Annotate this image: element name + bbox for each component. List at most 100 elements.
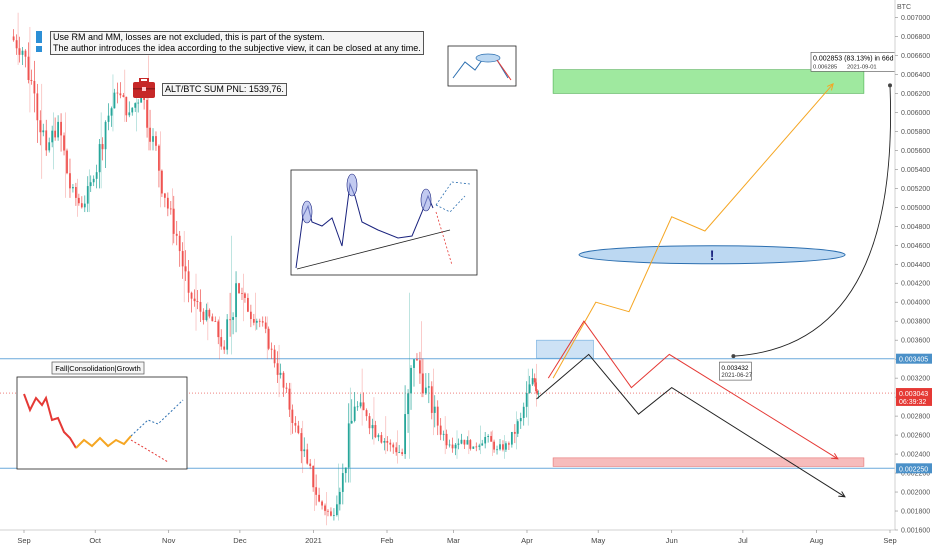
pattern-inset-trendline: [296, 229, 451, 270]
candle-body: [98, 144, 101, 173]
candle-body: [359, 402, 362, 407]
candle-body: [312, 465, 315, 488]
y-tick-label: 0.001800: [901, 509, 930, 516]
x-tick-label: 2021: [305, 536, 322, 545]
candle-body: [249, 311, 252, 320]
price-badge-label: 0.002250: [899, 466, 928, 473]
candle-body: [131, 107, 134, 113]
measure-end-summary: 0.002853 (83.13%) in 66d: [813, 55, 894, 62]
x-tick-label: Aug: [810, 536, 823, 545]
candle-body: [466, 440, 469, 445]
candle-body: [175, 233, 178, 236]
candle-body: [196, 301, 199, 302]
candle-body: [241, 293, 243, 294]
candle-body: [42, 130, 45, 133]
candle-body: [344, 467, 347, 474]
candle-body: [95, 172, 98, 179]
x-tick-label: Nov: [162, 536, 176, 545]
candle-body: [350, 420, 353, 424]
disclaimer-line-1: Use RM and MM, losses are not excluded, …: [53, 32, 325, 42]
x-tick-label: Mar: [447, 536, 460, 545]
candle-body: [380, 435, 383, 443]
candle-body: [181, 251, 184, 267]
y-tick-label: 0.005800: [901, 129, 930, 136]
y-tick-label: 0.003800: [901, 319, 930, 326]
candle-body: [276, 363, 279, 375]
target-zone-bottom: [552, 457, 865, 467]
candle-body: [30, 79, 33, 81]
candle-body: [285, 387, 288, 389]
candle-body: [535, 382, 537, 391]
candle-body: [516, 421, 519, 434]
candle-body: [89, 182, 92, 187]
price-badge: [896, 395, 932, 406]
candle-body: [128, 112, 131, 116]
candle-body: [335, 504, 338, 516]
disclaimer-line-2: The author introduces the idea according…: [53, 43, 421, 53]
candle-body: [113, 92, 116, 109]
y-tick-label: 0.003200: [901, 376, 930, 383]
candle-body: [487, 436, 490, 437]
candle-body: [383, 440, 386, 443]
candle-body: [291, 409, 294, 423]
candle-body: [267, 328, 270, 349]
candle-body: [525, 393, 528, 407]
candle-body: [416, 359, 418, 361]
candle-body: [187, 271, 190, 293]
candle-body: [508, 443, 510, 445]
candle-body: [460, 439, 463, 444]
measure-end-dot: [888, 83, 892, 88]
candle-body: [445, 433, 448, 446]
forecast-path: [536, 353, 845, 496]
price-badge-label: 0.003043: [899, 391, 928, 398]
candle-body: [57, 121, 60, 138]
candle-body: [255, 320, 258, 323]
candle-body: [83, 203, 86, 208]
candle-body: [208, 309, 211, 317]
candle-body: [321, 501, 323, 506]
candle-body: [101, 144, 104, 150]
candle-body: [205, 309, 208, 321]
candle-body: [66, 150, 68, 174]
forecast-path: [552, 84, 833, 379]
candle-body: [371, 425, 374, 429]
candle-body: [21, 50, 24, 55]
candle-body: [211, 316, 214, 322]
candle-body: [451, 444, 454, 449]
candle-body: [119, 93, 122, 96]
candle-body: [484, 436, 487, 444]
candle-body: [407, 393, 409, 415]
candle-body: [232, 317, 234, 320]
candle-body: [149, 127, 151, 142]
candle-body: [499, 444, 501, 450]
measure-end-value: 0.006285: [813, 64, 837, 70]
candle-body: [193, 298, 196, 302]
candle-body: [36, 93, 39, 121]
candle-body: [214, 321, 217, 322]
candle-body: [478, 445, 481, 447]
candle-body: [341, 473, 344, 492]
candle-body: [377, 435, 380, 438]
candle-body: [362, 402, 365, 411]
candle-body: [39, 120, 42, 133]
measure-start-date: 2021-06-27: [721, 373, 752, 379]
candles: [12, 12, 540, 526]
candle-body: [137, 102, 140, 104]
candle-body: [116, 92, 119, 94]
measure-arc: [733, 85, 892, 357]
pattern-inset-up-projection: [435, 181, 471, 206]
candle-body: [77, 197, 80, 204]
candle-body: [238, 283, 240, 294]
ellipse-marker: [578, 245, 846, 265]
y-tick-label: 0.006000: [901, 110, 930, 117]
measure-start-value: 0.003432: [721, 365, 748, 372]
candle-body: [472, 446, 475, 449]
candle-body: [140, 93, 143, 103]
candle-body: [60, 121, 62, 136]
pnl-note: ALT/BTC SUM PNL: 1539,76.: [162, 83, 287, 96]
candle-body: [15, 40, 18, 49]
candle-body: [18, 48, 21, 55]
